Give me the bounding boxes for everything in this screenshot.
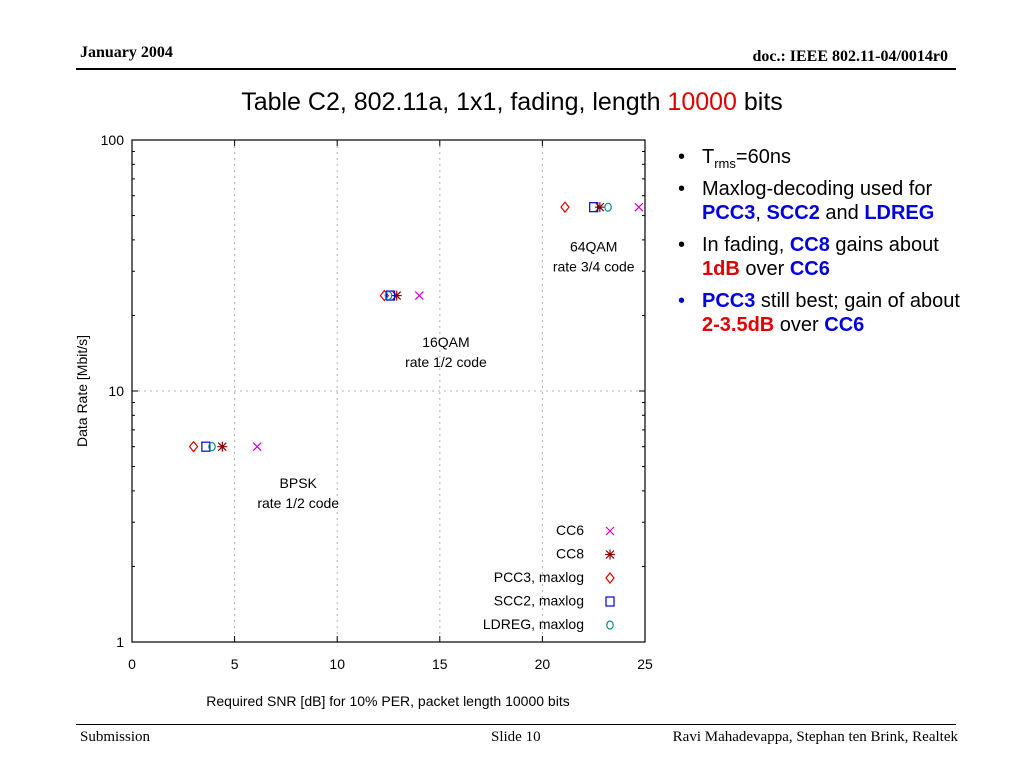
best-cc6-term: CC6	[824, 314, 865, 336]
point-pcc3-maxlog	[560, 201, 570, 214]
point-scc2-maxlog	[201, 441, 211, 452]
footer-slide-number: Slide 10	[491, 729, 541, 745]
x-axis-label: Required SNR [dB] for 10% PER, packet le…	[206, 693, 569, 709]
legend: CC6 CC8 PCC3, maxlog SCC2, maxlog LDREG, max…	[483, 522, 615, 632]
best-gain-value: 2-3.5dB	[702, 314, 775, 336]
legend-marker-pcc3-maxlog	[605, 572, 615, 584]
bullet-trms: Trms=60ns	[676, 145, 976, 171]
trms-value: =60ns	[735, 146, 791, 168]
annotation-label: rate 1/2 code	[405, 354, 487, 370]
gain-value: 1dB	[702, 258, 740, 280]
point-ldreg-maxlog	[384, 290, 393, 301]
point-ldreg-maxlog	[604, 202, 612, 212]
data-points	[188, 201, 644, 453]
point-pcc3-maxlog	[188, 440, 199, 453]
legend-label-scc2-maxlog: SCC2, maxlog	[494, 593, 584, 609]
series-cc6	[252, 202, 644, 452]
legend-label-cc6: CC6	[556, 522, 584, 538]
annotation-label: rate 1/2 code	[257, 495, 339, 511]
slide-title-text: Table C2, 802.11a, 1x1, fading, length	[241, 88, 668, 116]
point-cc6	[634, 202, 644, 212]
gains-text: gains about	[829, 234, 939, 256]
annotation-label: BPSK	[280, 475, 318, 491]
slide-title-suffix: bits	[736, 88, 783, 116]
grid-lines	[132, 140, 645, 642]
x-tick-label: 10	[329, 656, 345, 672]
legend-marker-cc8	[605, 549, 615, 560]
y-tick-label: 1	[116, 634, 124, 650]
axis-ticks: 0 5 10 15 20 25 1 10 100	[101, 132, 653, 672]
region-annotations: 64QAM rate 3/4 code 16QAM rate 1/2 code BPSK…	[257, 238, 634, 511]
series-cc8	[217, 202, 605, 452]
annotation-label: rate 3/4 code	[553, 258, 635, 274]
bullet-fading-gain: In fading, CC8 gains about 1dB over CC6	[676, 233, 976, 281]
scc2-term: SCC2	[766, 202, 820, 224]
footer-submission: Submission	[80, 729, 151, 745]
point-scc2-maxlog	[385, 290, 396, 301]
legend-label-pcc3-maxlog: PCC3, maxlog	[494, 569, 584, 585]
y-tick-label: 10	[108, 383, 124, 399]
legend-marker-scc2-maxlog	[605, 596, 615, 607]
point-cc8	[391, 290, 402, 301]
best-over-text: over	[774, 314, 825, 336]
snr-scatter-chart: 0 5 10 15 20 25 1 10 100 64QAM rate 3/4 code 16QAM…	[74, 132, 653, 709]
series-ldreg-maxlog	[208, 202, 612, 452]
header-date: January 2004	[80, 44, 173, 61]
maxlog-comma: ,	[755, 202, 767, 224]
slide-title: Table C2, 802.11a, 1x1, fading, length 1…	[0, 88, 1024, 117]
bullet-list: Trms=60ns Maxlog-decoding used for PCC3,…	[676, 145, 976, 345]
cc8-term: CC8	[789, 234, 830, 256]
fading-text: In fading,	[702, 234, 790, 256]
legend-label-cc8: CC8	[556, 546, 584, 562]
x-tick-label: 15	[432, 656, 448, 672]
maxlog-text: Maxlog-decoding used for	[702, 178, 933, 200]
x-tick-label: 25	[637, 656, 653, 672]
legend-marker-ldreg-maxlog	[606, 620, 614, 630]
point-ldreg-maxlog	[208, 442, 216, 452]
bullet-maxlog: Maxlog-decoding used for PCC3, SCC2 and …	[676, 177, 976, 225]
maxlog-and: and	[819, 202, 865, 224]
over-text: over	[739, 258, 790, 280]
footer-rule	[76, 724, 956, 725]
point-cc8	[217, 441, 228, 452]
ldreg-term: LDREG	[864, 202, 935, 224]
x-tick-label: 20	[535, 656, 551, 672]
legend-label-ldreg-maxlog: LDREG, maxlog	[483, 616, 584, 632]
legend-marker-cc6	[605, 526, 615, 536]
header-doc-id: doc.: IEEE 802.11-04/0014r0	[752, 48, 948, 65]
annotation-label: 16QAM	[422, 334, 469, 350]
point-cc8	[594, 202, 605, 213]
x-tick-label: 0	[128, 656, 136, 672]
bullet-pcc3-best: PCC3 still best; gain of about 2-3.5dB o…	[676, 289, 976, 337]
trms-label: T	[702, 146, 715, 168]
annotation-label: 64QAM	[570, 238, 617, 254]
point-scc2-maxlog	[589, 202, 599, 213]
best-text: still best; gain of about	[755, 290, 960, 312]
plot-area	[131, 139, 646, 643]
pcc3-term: PCC3	[702, 202, 756, 224]
footer-authors: Ravi Mahadevappa, Stephan ten Brink, Rea…	[672, 729, 958, 745]
slide-title-highlight: 10000	[667, 88, 737, 116]
series-scc2-maxlog	[201, 202, 599, 452]
x-tick-label: 5	[231, 656, 239, 672]
point-cc6	[252, 442, 262, 452]
header-rule	[76, 68, 956, 70]
pcc3-best-term: PCC3	[702, 290, 756, 312]
cc6-term: CC6	[789, 258, 830, 280]
trms-subscript: rms	[714, 156, 736, 171]
y-tick-label: 100	[101, 132, 125, 148]
y-axis-label: Data Rate [Mbit/s]	[74, 335, 90, 447]
point-cc6	[414, 291, 424, 300]
